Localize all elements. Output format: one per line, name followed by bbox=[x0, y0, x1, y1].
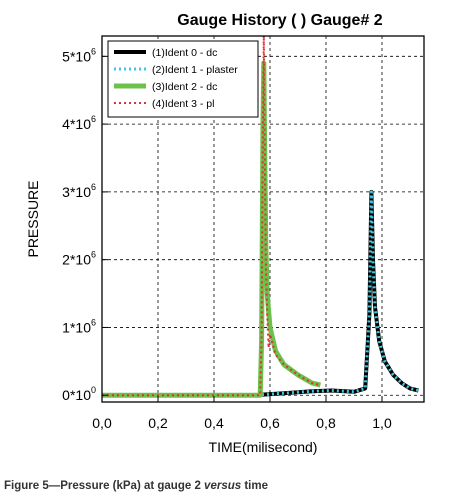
y-tick-label: 1*106 bbox=[62, 317, 96, 335]
caption-tail: time bbox=[241, 480, 268, 492]
series-line-4 bbox=[102, 35, 321, 397]
plot-frame bbox=[101, 35, 425, 403]
y-tick-label: 4*106 bbox=[62, 114, 96, 132]
caption-lead: Figure 5—Pressure (kPa) at gauge 2 bbox=[4, 480, 205, 492]
y-tick-label: 0*100 bbox=[62, 385, 96, 403]
y-tick-label: 5*106 bbox=[62, 46, 96, 64]
legend: (1)Ident 0 - dc (2)Ident 1 - plaster (3)Id… bbox=[107, 40, 259, 118]
x-tick-label: 0,8 bbox=[316, 415, 336, 431]
y-tick-label: 3*106 bbox=[62, 182, 96, 200]
x-tick-label: 0,0 bbox=[92, 415, 112, 431]
y-axis-label: PRESSURE bbox=[25, 180, 41, 257]
caption-emphasis: versus bbox=[204, 480, 242, 492]
x-tick-label: 0,6 bbox=[260, 415, 280, 431]
x-tick-label: 1,0 bbox=[372, 415, 392, 431]
figure-caption: Figure 5—Pressure (kPa) at gauge 2 versu… bbox=[4, 480, 268, 492]
axis-ticks: 0,0 0,2 0,4 0,6 0,8 1,0 0*100 1*106 2*106 3*106 4*… bbox=[62, 46, 392, 431]
legend-label-1: (1)Ident 0 - dc bbox=[152, 47, 217, 59]
legend-label-2: (2)Ident 1 - plaster bbox=[152, 64, 238, 76]
series-line-1 bbox=[102, 189, 419, 398]
series-lines bbox=[102, 35, 419, 398]
y-tick-label: 2*106 bbox=[62, 250, 96, 268]
chart-title: Gauge History ( ) Gauge# 2 bbox=[177, 12, 382, 29]
x-tick-label: 0,2 bbox=[148, 415, 168, 431]
legend-label-4: (4)Ident 3 - pl bbox=[152, 98, 214, 110]
legend-label-3: (3)Ident 2 - dc bbox=[152, 81, 217, 93]
x-tick-label: 0,4 bbox=[204, 415, 224, 431]
x-axis-label: TIME(milisecond) bbox=[209, 439, 318, 455]
